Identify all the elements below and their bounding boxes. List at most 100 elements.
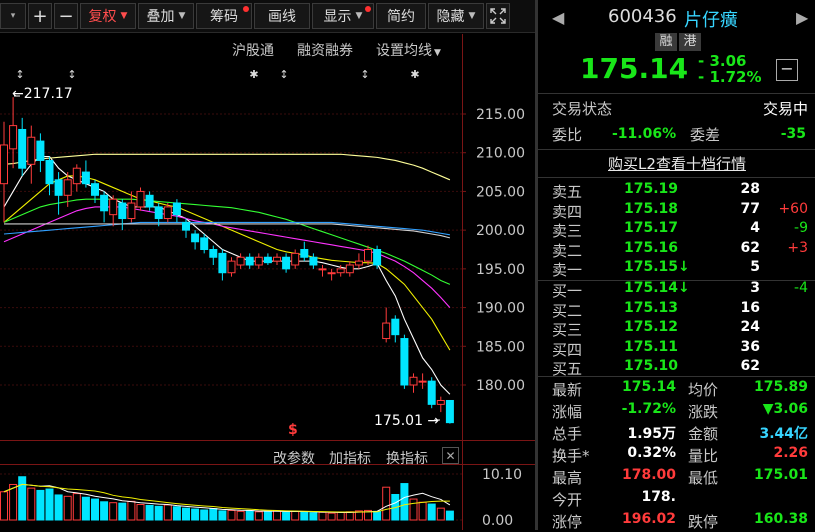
volume-bar (245, 510, 254, 521)
hide-button[interactable]: 隐藏 ▼ (428, 3, 484, 29)
stats-row: 今开 178. (538, 488, 815, 510)
volume-bar (45, 488, 54, 521)
trade-status-label: 交易状态 (552, 100, 613, 118)
divider (538, 93, 815, 94)
event-marker-icon: ↕ (279, 68, 288, 81)
orderbook-volume: 36 (740, 338, 760, 355)
orderbook-volume: 24 (740, 319, 760, 335)
toolbar-menu-indicator[interactable]: ▾ (0, 3, 26, 29)
change-params-link[interactable]: 改参数 (273, 451, 315, 467)
chips-button[interactable]: 筹码 (196, 3, 252, 29)
simple-mode-button[interactable]: 简约 (376, 3, 426, 29)
low-price-label: 175.01 → (374, 413, 440, 429)
divider (538, 149, 815, 150)
orderbook-price: 175.18 (624, 200, 679, 217)
candle-body (191, 233, 200, 243)
minimize-icon[interactable]: − (776, 59, 798, 81)
panel-divider[interactable] (535, 0, 537, 530)
zoom-out-button[interactable]: − (54, 3, 78, 29)
stat-value: 178.00 (621, 467, 676, 483)
orderbook-level-label: 买三 (552, 321, 583, 339)
candle-body (336, 268, 345, 274)
candle-body (27, 136, 36, 165)
volume-bar (18, 476, 27, 521)
ma60-line (3, 221, 450, 236)
orderbook-row[interactable]: 买五 175.10 62 (538, 358, 815, 378)
orderbook-volume: 5 (750, 259, 760, 275)
candle-body (427, 380, 436, 405)
ma120-line (4, 223, 451, 239)
hk-connect-badge[interactable]: 港 (679, 33, 701, 51)
orderbook-level-label: 卖三 (552, 222, 583, 240)
candle-body (300, 249, 309, 258)
orderbook-row[interactable]: 买一 175.14↓ 3 -4 (538, 280, 815, 300)
orderbook-price: 175.12 (624, 319, 679, 335)
candle-body (345, 264, 354, 274)
orderbook-row[interactable]: 买二 175.13 16 (538, 300, 815, 320)
stat-value: ▼3.06 (762, 401, 808, 417)
ma-settings-link[interactable]: 设置均线 ▼ (376, 40, 441, 60)
volume-series (0, 476, 454, 521)
stats-row: 涨停 196.02 跌停 160.38 (538, 510, 815, 532)
event-marker-icon: ↕ (67, 68, 76, 81)
orderbook-row[interactable]: 卖一 175.15↓ 5 (538, 259, 815, 279)
orderbook-price: 175.19 (624, 181, 679, 197)
volume-bar (318, 511, 327, 521)
volume-bar (273, 510, 281, 521)
volume-bar (81, 496, 90, 521)
dividend-marker-icon[interactable]: $ (288, 422, 298, 438)
price-axis: 215.00 210.00 205.00 200.00 195.00 190.00 185.… (14, 68, 525, 529)
orderbook-row[interactable]: 卖三 175.17 4 -9 (538, 220, 815, 240)
stat-label: 涨跌 (688, 403, 719, 421)
orderbook-row[interactable]: 卖四 175.18 77 +60 (538, 200, 815, 221)
candle-body (245, 256, 254, 266)
add-indicator-link[interactable]: 加指标 (329, 451, 371, 467)
ma250-line (3, 153, 451, 181)
orderbook-change: +3 (787, 239, 808, 256)
candle-body (391, 318, 400, 336)
close-icon[interactable]: ✕ (442, 447, 459, 464)
orderbook-row[interactable]: 卖五 175.19 28 (538, 181, 815, 201)
buy-l2-link[interactable]: 购买L2查看十档行情 (608, 155, 746, 173)
candle-body (182, 221, 190, 231)
stock-code: 600436 (608, 6, 677, 27)
candle-body (54, 179, 63, 196)
expand-icon[interactable] (486, 3, 510, 29)
draw-line-button[interactable]: 画线 (254, 3, 310, 29)
prev-stock-icon[interactable]: ◀ (552, 8, 565, 27)
candle-body (0, 144, 8, 185)
stats-row: 涨幅 -1.72% 涨跌 ▼3.06 (538, 400, 815, 422)
bid-book: 买一 175.14↓ 3 -4 买二 175.13 16 买三 175.12 24 买四 175.11… (538, 280, 815, 380)
candle-body (209, 249, 218, 258)
event-marker-icon: ✱ (410, 68, 419, 81)
overlay-button[interactable]: 叠加 ▼ (138, 3, 194, 29)
ask-book: 卖五 175.19 28 卖四 175.18 77 +60 卖三 175.17 4 -9 卖二 175.… (538, 181, 815, 281)
volume-bar (118, 502, 127, 521)
margin-badge[interactable]: 融 (655, 33, 677, 51)
orderbook-row[interactable]: 买三 175.12 24 (538, 319, 815, 339)
chevron-down-icon: ▼ (355, 11, 363, 21)
orderbook-row[interactable]: 卖二 175.16 62 +3 (538, 239, 815, 260)
candle-body (236, 256, 245, 266)
candle-body (163, 206, 172, 220)
next-stock-icon[interactable]: ▶ (796, 8, 809, 27)
stat-value: 3.44亿 (759, 426, 808, 442)
kline-chart[interactable]: 215.00 210.00 205.00 200.00 195.00 190.00 185.… (0, 34, 535, 530)
display-button[interactable]: 显示 ▼ (312, 3, 374, 29)
volume-bar (364, 509, 372, 521)
switch-indicator-link[interactable]: 换指标 (386, 451, 428, 467)
margin-trading-link[interactable]: 融资融券 (297, 43, 353, 59)
volume-bar (136, 504, 145, 521)
orderbook-row[interactable]: 买四 175.11 36 (538, 338, 815, 359)
orderbook-level-label: 买一 (552, 282, 583, 300)
notification-dot (365, 6, 371, 12)
stat-value: 2.26 (773, 445, 808, 461)
price-tick-label: 190.00 (476, 301, 525, 317)
stats-row: 换手* 0.32% 量比 2.26 (538, 444, 815, 466)
adjust-price-button[interactable]: 复权 ▼ (80, 3, 136, 29)
chart-area[interactable]: 215.00 210.00 205.00 200.00 195.00 190.00 185.… (0, 34, 535, 530)
hsgt-link[interactable]: 沪股通 (232, 43, 274, 59)
orderbook-level-label: 买四 (552, 340, 583, 359)
volume-bar (236, 510, 245, 521)
zoom-in-button[interactable]: + (28, 3, 52, 29)
